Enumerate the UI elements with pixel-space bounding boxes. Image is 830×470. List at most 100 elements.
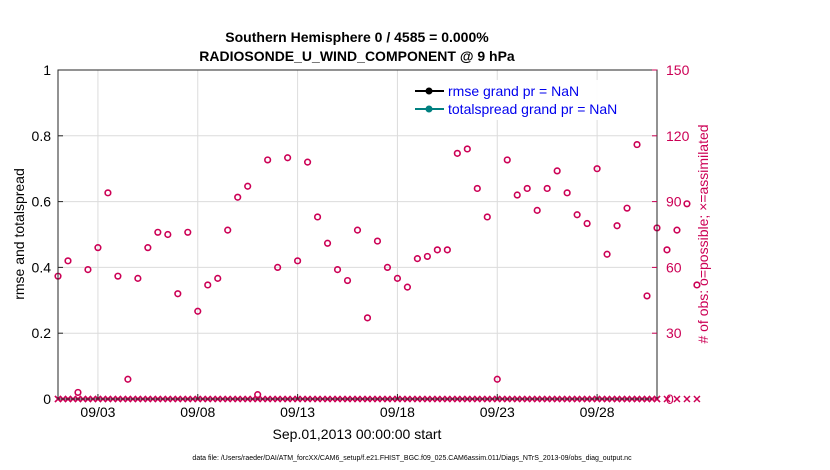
- right-tick-label: 0: [666, 391, 674, 407]
- obs-possible-point: [443, 246, 451, 254]
- obs-possible-point: [204, 281, 212, 289]
- obs-possible-point: [264, 156, 272, 164]
- obs-possible-point: [533, 206, 541, 214]
- obs-possible-point: [274, 263, 282, 272]
- data-file-footer: data file: /Users/raeder/DAI/ATM_forcXX/…: [192, 455, 632, 462]
- obs-possible-point: [353, 226, 362, 234]
- obs-possible-point: [433, 246, 441, 254]
- obs-possible-point: [593, 165, 601, 173]
- chart-title-line1: Southern Hemisphere 0 / 4585 = 0.000%: [225, 29, 489, 45]
- obs-possible-point: [583, 219, 591, 228]
- y-axis-label-left: rmse and totalspread: [11, 168, 27, 300]
- obs-possible-point: [154, 228, 162, 236]
- obs-possible-point: [543, 184, 551, 193]
- obs-possible-point: [94, 244, 102, 252]
- obs-possible-point: [214, 274, 222, 282]
- legend-rmse-label: rmse grand pr = NaN: [448, 83, 579, 99]
- y-axis-label-right: # of obs: o=possible; ×=assimilated: [695, 124, 711, 343]
- obs-possible-point: [513, 191, 521, 199]
- right-tick-label: 150: [666, 62, 690, 78]
- obs-assimilated-point: [673, 395, 681, 403]
- obs-possible-point: [244, 182, 252, 190]
- obs-possible-point: [114, 272, 122, 280]
- x-tick-label: 09/08: [180, 404, 215, 420]
- obs-possible-point: [603, 250, 611, 258]
- legend: rmse grand pr = NaN totalspread grand pr…: [410, 80, 650, 120]
- left-tick-label: 0.2: [32, 325, 52, 341]
- x-tick-label: 09/23: [480, 404, 515, 420]
- obs-possible-point: [383, 263, 392, 272]
- obs-possible-point: [463, 145, 471, 153]
- obs-possible-point: [563, 189, 571, 197]
- obs-possible-point: [403, 283, 412, 291]
- left-tick-label: 0.8: [32, 128, 52, 144]
- obs-possible-point: [284, 154, 292, 162]
- obs-possible-point: [363, 314, 372, 322]
- obs-possible-point: [613, 222, 621, 230]
- obs-possible-point: [144, 244, 152, 252]
- obs-possible-point: [373, 237, 382, 245]
- obs-possible-point: [693, 281, 701, 289]
- obs-possible-point: [194, 307, 202, 315]
- legend-totalspread-marker: [425, 105, 433, 113]
- obs-possible-point: [413, 255, 422, 263]
- obs-possible-point: [104, 189, 112, 197]
- obs-possible-point: [323, 239, 332, 247]
- obs-possible-point: [74, 388, 82, 397]
- obs-possible-point: [553, 167, 561, 175]
- obs-possible-point: [503, 156, 511, 164]
- x-axis: 09/03 09/08 09/13 09/18 09/23 09/28: [80, 394, 615, 420]
- obs-possible-point: [393, 274, 402, 282]
- left-axis: 0 0.2 0.4 0.6 0.8 1: [32, 62, 63, 407]
- obs-possible-point: [633, 140, 641, 149]
- obs-possible-point: [493, 375, 501, 383]
- obs-possible-point: [623, 204, 631, 212]
- obs-possible-point: [333, 265, 342, 274]
- right-axis: 0 30 60 90 120 150: [652, 62, 690, 407]
- right-tick-label: 120: [666, 128, 690, 144]
- x-tick-label: 09/18: [380, 404, 415, 420]
- x-tick-label: 09/13: [280, 404, 315, 420]
- obs-possible-point: [64, 257, 72, 265]
- left-tick-label: 0.4: [32, 259, 52, 275]
- obs-possible-point: [423, 252, 431, 261]
- left-tick-label: 1: [43, 62, 51, 78]
- obs-possible-point: [303, 158, 312, 166]
- obs-possible-point: [673, 226, 681, 234]
- obs-possible-point: [294, 257, 302, 265]
- obs-possible-point: [643, 292, 651, 300]
- x-tick-label: 09/03: [80, 404, 115, 420]
- obs-possible-point: [473, 184, 481, 193]
- right-tick-label: 90: [666, 194, 682, 210]
- obs-possible-point: [174, 290, 182, 298]
- x-axis-label: Sep.01,2013 00:00:00 start: [273, 426, 442, 442]
- obs-possible-point: [683, 200, 691, 208]
- chart-title-line2: RADIOSONDE_U_WIND_COMPONENT @ 9 hPa: [199, 48, 515, 64]
- left-tick-label: 0.6: [32, 194, 52, 210]
- observation-markers: [54, 140, 701, 403]
- obs-possible-point: [343, 276, 352, 285]
- right-tick-label: 30: [666, 325, 682, 341]
- obs-possible-point: [523, 184, 531, 193]
- x-tick-label: 09/28: [580, 404, 615, 420]
- legend-box: [410, 80, 650, 120]
- obs-possible-point: [164, 230, 172, 239]
- obs-assimilated-point: [663, 395, 671, 403]
- obs-possible-point: [84, 265, 92, 274]
- left-tick-label: 0: [43, 391, 51, 407]
- obs-possible-point: [234, 193, 242, 201]
- obs-possible-point: [124, 375, 132, 383]
- legend-rmse-marker: [425, 87, 433, 95]
- right-tick-label: 60: [666, 259, 682, 275]
- obs-possible-point: [224, 226, 232, 234]
- obs-possible-point: [184, 228, 192, 236]
- obs-possible-point: [254, 391, 262, 399]
- obs-possible-point: [313, 213, 322, 221]
- obs-possible-point: [453, 149, 461, 157]
- obs-possible-point: [663, 246, 671, 254]
- obs-possible-point: [134, 274, 142, 282]
- legend-totalspread-label: totalspread grand pr = NaN: [448, 101, 617, 117]
- obs-assimilated-point: [693, 395, 701, 403]
- obs-possible-point: [483, 213, 491, 221]
